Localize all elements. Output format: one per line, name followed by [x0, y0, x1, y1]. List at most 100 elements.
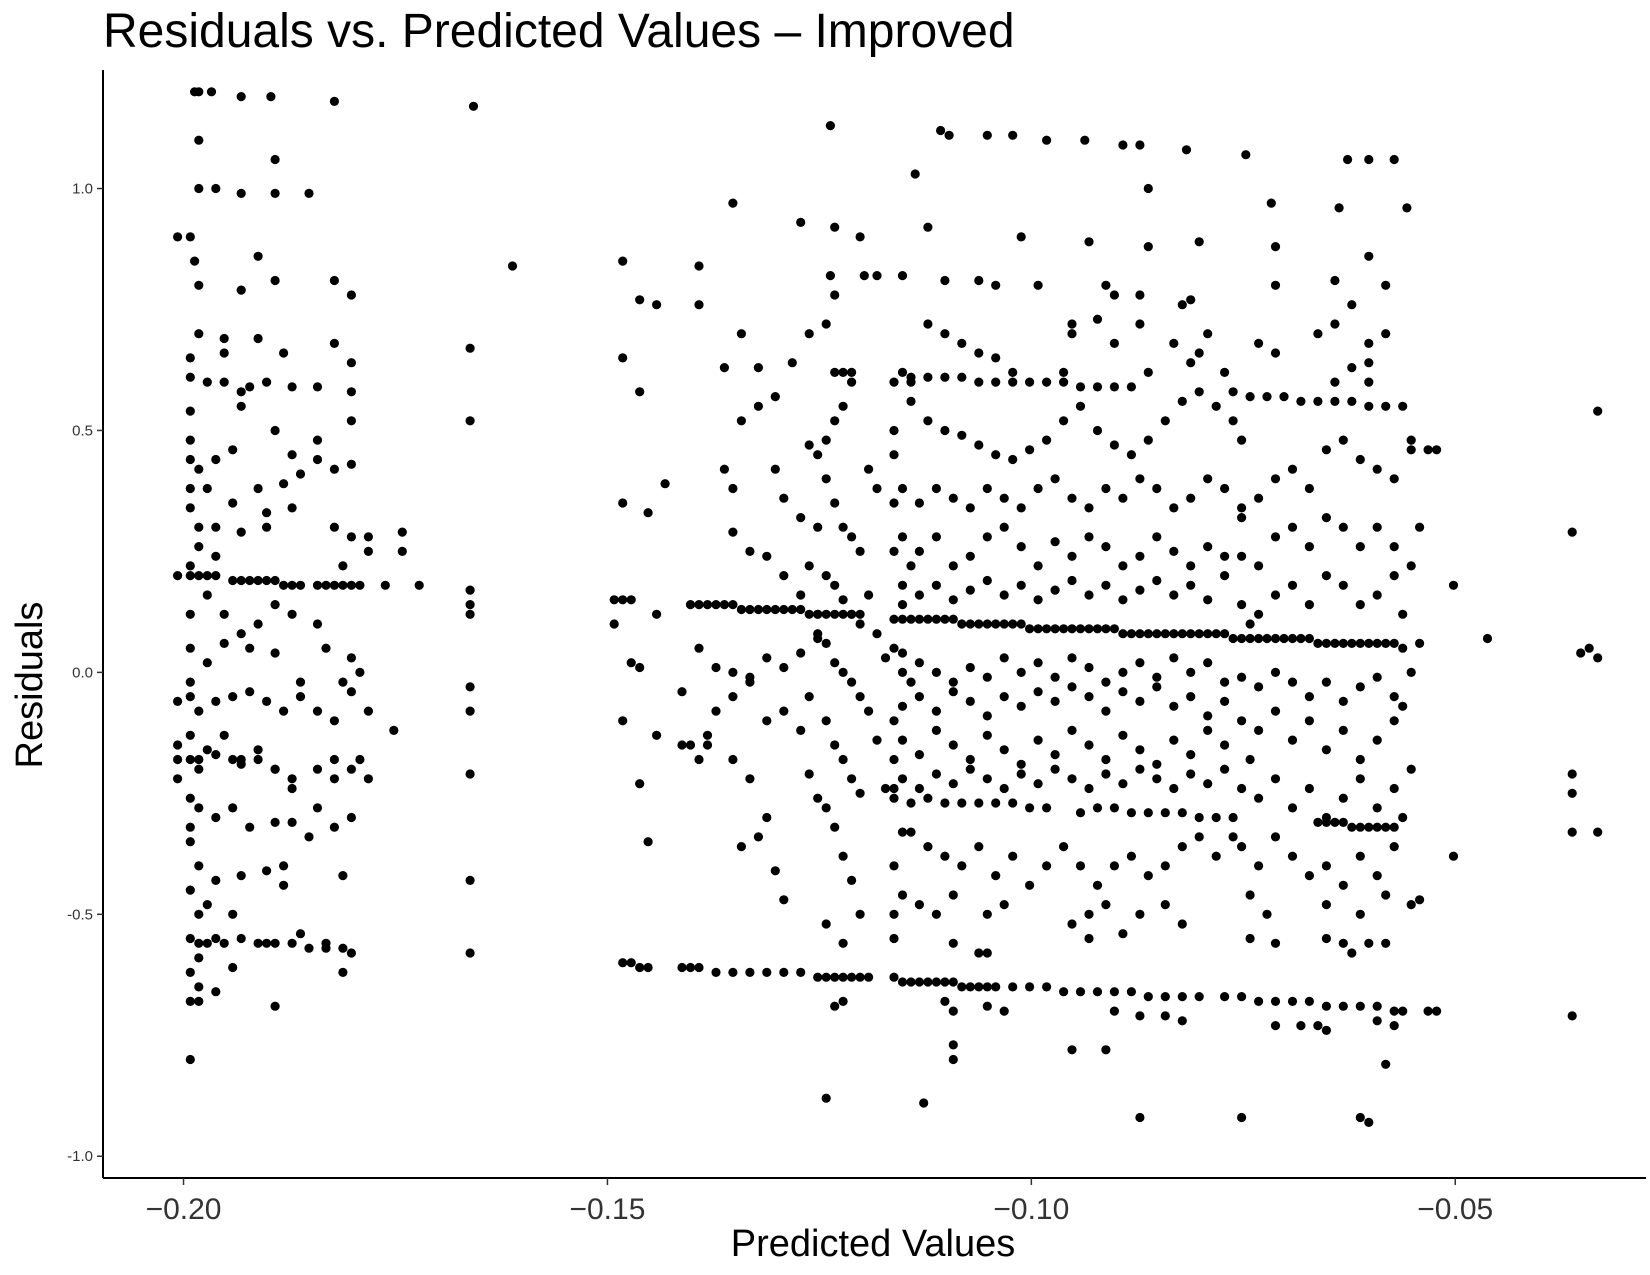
data-point: [185, 793, 195, 803]
data-point: [1008, 454, 1018, 465]
data-point: [728, 967, 738, 978]
data-point: [211, 875, 221, 886]
data-point: [346, 653, 356, 663]
data-point: [219, 638, 229, 649]
data-point: [1118, 687, 1128, 697]
data-point: [1067, 551, 1077, 561]
data-point: [965, 551, 975, 561]
data-point: [1101, 706, 1111, 716]
data-point: [974, 842, 984, 852]
data-point: [711, 967, 721, 978]
data-point: [1042, 803, 1052, 813]
data-point: [1101, 677, 1111, 687]
data-point: [1016, 232, 1026, 242]
data-point: [1372, 672, 1382, 682]
data-point: [338, 943, 348, 953]
data-point: [1059, 367, 1069, 377]
data-point: [312, 764, 323, 774]
data-point: [838, 401, 848, 411]
data-point: [872, 629, 882, 639]
data-point: [1152, 759, 1162, 769]
data-point: [1330, 638, 1340, 649]
data-point: [1220, 764, 1230, 774]
data-point: [1220, 696, 1230, 707]
data-point: [1364, 338, 1374, 348]
data-point: [346, 290, 356, 300]
data-point: [1135, 585, 1145, 595]
data-point: [1126, 987, 1136, 997]
data-point: [1245, 933, 1255, 944]
data-point: [1203, 542, 1213, 552]
data-point: [685, 600, 696, 610]
data-point: [1092, 880, 1103, 890]
data-point: [185, 643, 195, 653]
data-point: [711, 662, 721, 673]
data-point: [796, 967, 806, 978]
data-point: [1109, 1006, 1119, 1016]
data-point: [1075, 624, 1086, 634]
data-point: [236, 527, 246, 537]
data-point: [719, 600, 730, 610]
data-point: [1135, 551, 1145, 561]
data-point: [194, 996, 204, 1007]
data-point: [1109, 440, 1119, 450]
data-point: [185, 609, 195, 619]
data-point: [1042, 435, 1052, 445]
data-point: [618, 958, 628, 968]
data-point: [219, 333, 229, 344]
data-point: [185, 483, 195, 494]
data-point: [821, 435, 831, 445]
data-point: [1237, 783, 1247, 794]
data-point: [1423, 1006, 1433, 1016]
data-point: [923, 416, 933, 426]
data-point: [262, 696, 272, 707]
data-point: [813, 450, 823, 460]
data-point: [931, 725, 942, 736]
data-point: [1355, 682, 1365, 692]
data-point: [1330, 396, 1340, 406]
x-tick-label: −0.20: [146, 1193, 222, 1226]
data-point: [253, 619, 263, 629]
data-point: [185, 435, 195, 445]
data-point: [329, 754, 339, 765]
data-point: [202, 900, 212, 910]
data-point: [779, 571, 789, 581]
data-point: [897, 667, 908, 678]
data-point: [1084, 783, 1094, 794]
data-point: [796, 217, 806, 227]
data-point: [1186, 750, 1196, 760]
data-point: [346, 358, 356, 368]
data-point: [1067, 329, 1077, 339]
data-point: [173, 571, 183, 581]
data-point: [982, 730, 992, 740]
data-point: [1321, 1001, 1331, 1011]
data-point: [910, 169, 920, 179]
data-point: [1008, 982, 1018, 992]
data-point: [465, 609, 475, 619]
data-point: [279, 479, 289, 489]
data-point: [1321, 933, 1331, 944]
data-point: [1092, 425, 1103, 436]
data-point: [1423, 445, 1433, 455]
data-point: [1321, 445, 1331, 455]
data-point: [1262, 392, 1272, 402]
y-tick-label: 0.0: [72, 664, 93, 681]
data-point: [1084, 909, 1094, 919]
data-point: [185, 353, 195, 363]
data-point: [838, 996, 848, 1007]
data-point: [287, 503, 297, 513]
data-point: [1135, 1112, 1145, 1123]
data-point: [991, 280, 1001, 290]
data-point: [694, 962, 704, 973]
data-point: [1135, 629, 1145, 639]
data-point: [194, 706, 204, 716]
data-point: [1389, 542, 1399, 552]
data-point: [1406, 445, 1416, 455]
data-point: [1584, 643, 1594, 653]
data-point: [1220, 677, 1230, 687]
data-point: [991, 450, 1001, 460]
data-point: [202, 590, 212, 600]
data-point: [1576, 648, 1586, 658]
data-point: [1270, 1021, 1281, 1031]
data-point: [1118, 779, 1128, 789]
